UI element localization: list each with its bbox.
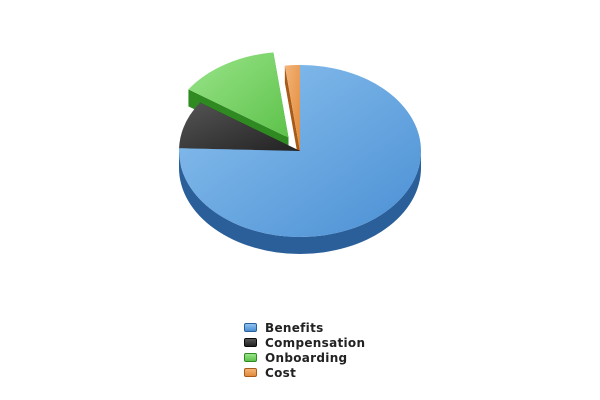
legend-swatch-benefits (244, 323, 257, 332)
pie-slices (179, 52, 421, 254)
legend-swatch-cost (244, 368, 257, 377)
pie-slice-benefits (179, 65, 421, 237)
legend-item-onboarding: Onboarding (244, 350, 365, 365)
pie-slice-compensation (179, 102, 300, 151)
pie-slice-onboarding (188, 52, 289, 138)
pie-slice-rim-benefits (179, 151, 421, 254)
legend-swatch-compensation (244, 338, 257, 347)
legend-item-cost: Cost (244, 365, 365, 380)
legend-item-benefits: Benefits (244, 320, 365, 335)
pie-slice-wall-cost (284, 65, 300, 168)
legend-label: Compensation (265, 335, 366, 350)
legend-swatch-onboarding (244, 353, 257, 362)
legend-label: Benefits (265, 320, 324, 335)
pie-slice-cost (284, 65, 300, 151)
chart-legend: Benefits Compensation Onboarding Cost (244, 320, 365, 380)
legend-label: Onboarding (265, 350, 348, 365)
legend-item-compensation: Compensation (244, 335, 365, 350)
legend-label: Cost (265, 365, 297, 380)
